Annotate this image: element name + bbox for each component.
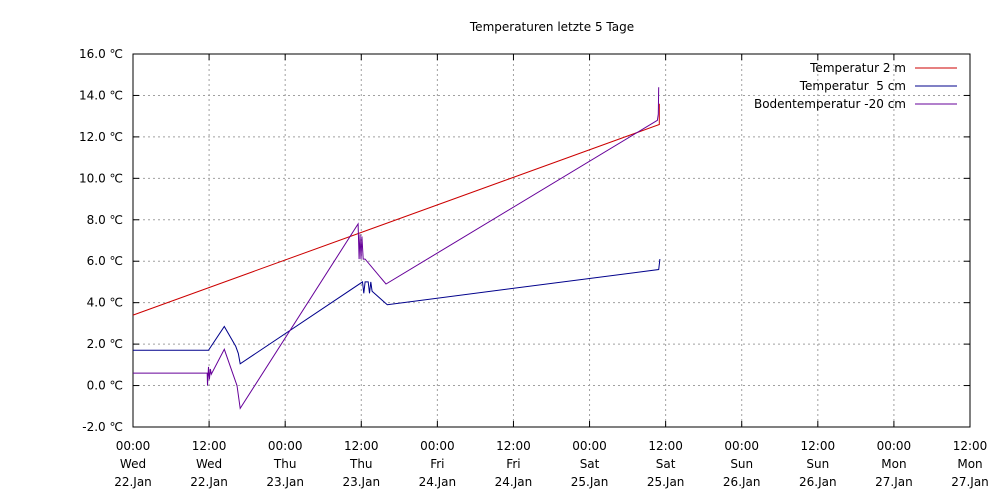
x-tick-time: 00:00	[116, 439, 151, 453]
x-tick-date: 27.Jan	[875, 475, 913, 489]
series-line-3	[133, 87, 660, 410]
grid-lines	[133, 54, 970, 427]
y-tick-label: 16.0 ℃	[79, 47, 123, 61]
plot-frame	[132, 53, 971, 428]
x-tick-day: Wed	[120, 457, 146, 471]
x-tick-time: 12:00	[648, 439, 683, 453]
chart-title: Temperaturen letzte 5 Tage	[469, 20, 634, 34]
x-tick-date: 23.Jan	[266, 475, 304, 489]
series-line-1	[132, 103, 660, 316]
x-tick-date: 27.Jan	[951, 475, 989, 489]
legend: Temperatur 2 m Temperatur 5 cm Bodentemper…	[754, 61, 957, 111]
y-tick-label: 8.0 ℃	[87, 213, 123, 227]
x-tick-day: Wed	[196, 457, 222, 471]
x-tick-time: 00:00	[877, 439, 912, 453]
x-tick-day: Sun	[730, 457, 753, 471]
x-tick-date: 25.Jan	[571, 475, 609, 489]
y-tick-label: 6.0 ℃	[87, 254, 123, 268]
y-tick-label: 0.0 ℃	[87, 379, 123, 393]
y-tick-label: 14.0 ℃	[79, 88, 123, 102]
x-tick-time: 12:00	[344, 439, 379, 453]
x-tick-day: Fri	[430, 457, 444, 471]
x-tick-day: Sat	[580, 457, 600, 471]
y-tick-label: 10.0 ℃	[79, 171, 123, 185]
x-tick-time: 00:00	[420, 439, 455, 453]
y-tick-label: 12.0 ℃	[79, 130, 123, 144]
x-tick-time: 00:00	[724, 439, 759, 453]
x-tick-day: Mon	[881, 457, 906, 471]
y-axis-ticks: -2.0 ℃ 0.0 ℃ 2.0 ℃ 4.0 ℃ 6.0 ℃ 8.0 ℃ 10.0 ℃ 12.…	[79, 47, 970, 434]
x-tick-date: 26.Jan	[799, 475, 837, 489]
legend-label: Bodentemperatur -20 cm	[754, 97, 906, 111]
x-tick-time: 00:00	[572, 439, 607, 453]
plot-area-border	[132, 53, 971, 428]
x-tick-date: 23.Jan	[342, 475, 380, 489]
x-tick-date: 24.Jan	[495, 475, 533, 489]
x-tick-date: 25.Jan	[647, 475, 685, 489]
x-tick-time: 00:00	[268, 439, 303, 453]
x-tick-day: Mon	[957, 457, 982, 471]
data-series	[132, 87, 661, 410]
x-tick-day: Thu	[273, 457, 297, 471]
x-tick-time: 12:00	[953, 439, 988, 453]
legend-label: Temperatur 2 m	[809, 61, 906, 75]
x-tick-time: 12:00	[801, 439, 836, 453]
x-tick-date: 24.Jan	[419, 475, 457, 489]
x-axis-ticks: 00:00 Wed 22.Jan 12:00 Wed 22.Jan 00:00 Thu 23.J…	[114, 54, 989, 489]
y-tick-label: -2.0 ℃	[82, 420, 123, 434]
x-tick-day: Thu	[349, 457, 373, 471]
x-tick-day: Fri	[506, 457, 520, 471]
series-line-2	[133, 259, 661, 365]
y-tick-label: 4.0 ℃	[87, 296, 123, 310]
x-tick-day: Sun	[806, 457, 829, 471]
x-tick-date: 26.Jan	[723, 475, 761, 489]
x-tick-date: 22.Jan	[190, 475, 228, 489]
y-tick-label: 2.0 ℃	[87, 337, 123, 351]
x-tick-day: Sat	[656, 457, 676, 471]
x-tick-time: 12:00	[192, 439, 227, 453]
legend-label: Temperatur 5 cm	[799, 79, 906, 93]
x-tick-time: 12:00	[496, 439, 531, 453]
x-tick-date: 22.Jan	[114, 475, 152, 489]
